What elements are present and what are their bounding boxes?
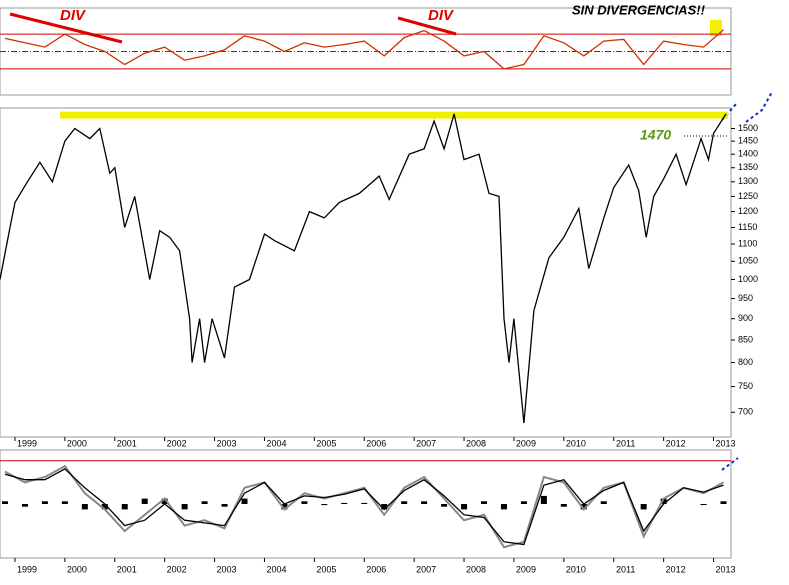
- y-tick-label: 750: [738, 381, 753, 391]
- bottom-panel: [0, 449, 732, 559]
- annotation: DIV: [60, 7, 87, 24]
- x-tick-label: 2000: [67, 438, 87, 448]
- x-tick-label: 2002: [167, 438, 187, 448]
- bar: [660, 498, 667, 504]
- annotation: SIN DIVERGENCIAS!!: [572, 2, 706, 17]
- bar: [101, 504, 108, 510]
- bar: [520, 501, 527, 504]
- y-tick-label: 1450: [738, 136, 758, 146]
- x-tick-label: 2011: [616, 438, 635, 448]
- bar: [321, 504, 328, 506]
- bar: [1, 501, 8, 504]
- bar: [640, 504, 647, 510]
- line-series: [4, 464, 724, 549]
- x-tick-label: 2010: [566, 438, 586, 448]
- x-tick-label: 2012: [666, 564, 686, 574]
- bar: [61, 501, 68, 504]
- x-tick-label: 2010: [566, 564, 586, 574]
- bar: [540, 495, 547, 504]
- line-series: [0, 113, 727, 424]
- y-tick-label: 700: [738, 407, 753, 417]
- bar: [560, 504, 567, 507]
- bar: [361, 502, 368, 504]
- bar: [461, 504, 468, 510]
- y-tick-label: 1500: [738, 123, 758, 133]
- y-tick-label: 1250: [738, 191, 758, 201]
- bar: [161, 498, 168, 504]
- bar: [21, 504, 28, 507]
- x-tick-label: 2008: [466, 564, 486, 574]
- x-tick-label: 2005: [316, 564, 336, 574]
- x-tick-label: 2005: [316, 438, 336, 448]
- y-tick-label: 1200: [738, 206, 758, 216]
- y-tick-label: 950: [738, 293, 753, 303]
- bar: [481, 501, 488, 504]
- y-tick-label: 1050: [738, 256, 758, 266]
- x-tick-label: 2003: [217, 438, 237, 448]
- bar: [600, 501, 607, 504]
- y-tick-label: 1150: [738, 222, 757, 232]
- x-tick-label: 2007: [416, 438, 436, 448]
- y-tick-label: 1350: [738, 162, 758, 172]
- x-tick-label: 2008: [466, 438, 486, 448]
- bar: [381, 504, 388, 510]
- bar: [201, 501, 208, 504]
- x-tick-label: 2004: [266, 564, 286, 574]
- x-tick-label: 2009: [516, 564, 536, 574]
- y-tick-label: 1000: [738, 274, 758, 284]
- bar: [181, 504, 188, 510]
- x-tick-label: 2013: [716, 438, 736, 448]
- x-tick-label: 2006: [366, 564, 386, 574]
- bar: [301, 501, 308, 504]
- bar: [720, 501, 727, 504]
- bar: [121, 504, 128, 510]
- div-line: [397, 16, 457, 36]
- line-series: [4, 29, 724, 70]
- x-tick-label: 2000: [67, 564, 87, 574]
- x-tick-label: 2007: [416, 564, 436, 574]
- bar: [700, 504, 707, 506]
- bar: [81, 504, 88, 510]
- x-tick-label: 2013: [716, 564, 736, 574]
- y-tick-label: 1300: [738, 176, 758, 186]
- projection-arrow: [721, 91, 773, 123]
- bar: [500, 504, 507, 510]
- x-tick-label: 1999: [17, 438, 37, 448]
- bar: [580, 504, 587, 510]
- bar: [221, 504, 228, 507]
- x-tick-label: 2001: [117, 438, 137, 448]
- x-tick-label: 2012: [666, 438, 686, 448]
- x-tick-label: 2002: [167, 564, 187, 574]
- bar: [241, 498, 248, 504]
- bar: [341, 502, 348, 504]
- bar: [401, 501, 408, 504]
- y-tick-label: 850: [738, 334, 753, 344]
- x-tick-label: 2001: [117, 564, 137, 574]
- line-series: [4, 468, 724, 546]
- x-tick-label: 2006: [366, 438, 386, 448]
- div-line: [9, 12, 123, 44]
- bar: [441, 504, 448, 507]
- x-tick-label: 2011: [616, 564, 635, 574]
- bar: [281, 504, 288, 510]
- bar: [41, 501, 48, 504]
- x-tick-label: 2009: [516, 438, 536, 448]
- main-panel: [0, 107, 732, 438]
- y-tick-label: 1400: [738, 149, 758, 159]
- bar: [141, 498, 148, 504]
- x-tick-label: 2003: [217, 564, 237, 574]
- highlight: [710, 20, 722, 36]
- x-tick-label: 2004: [266, 438, 286, 448]
- y-tick-label: 1100: [738, 238, 757, 248]
- y-tick-label: 900: [738, 313, 753, 323]
- x-tick-label: 1999: [17, 564, 37, 574]
- annotation: 1470: [640, 127, 671, 143]
- y-tick-label: 800: [738, 357, 753, 367]
- annotation: DIV: [428, 7, 455, 24]
- bar: [421, 501, 428, 504]
